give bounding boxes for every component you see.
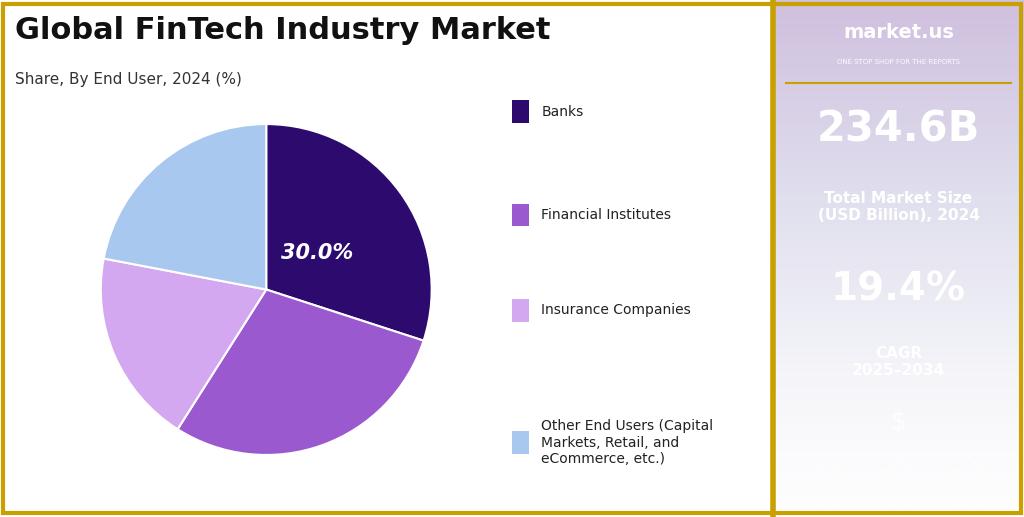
Text: Total Market Size
(USD Billion), 2024: Total Market Size (USD Billion), 2024 — [817, 191, 980, 223]
Text: ONE STOP SHOP FOR THE REPORTS: ONE STOP SHOP FOR THE REPORTS — [837, 59, 961, 66]
Wedge shape — [266, 124, 432, 341]
Text: $: $ — [891, 409, 906, 433]
Text: Other End Users (Capital
Markets, Retail, and
eCommerce, etc.): Other End Users (Capital Markets, Retail… — [542, 419, 714, 466]
Text: Banks: Banks — [542, 104, 584, 119]
Text: Insurance Companies: Insurance Companies — [542, 303, 691, 317]
Wedge shape — [100, 258, 266, 429]
Text: Global FinTech Industry Market: Global FinTech Industry Market — [15, 16, 551, 44]
Text: CAGR
2025–2034: CAGR 2025–2034 — [852, 346, 945, 378]
Text: 19.4%: 19.4% — [831, 270, 966, 309]
Bar — [512, 431, 529, 454]
Wedge shape — [103, 124, 266, 290]
Text: 30.0%: 30.0% — [281, 242, 353, 263]
Text: 234.6B: 234.6B — [817, 108, 980, 150]
Bar — [512, 299, 529, 322]
Text: Share, By End User, 2024 (%): Share, By End User, 2024 (%) — [15, 72, 243, 87]
Wedge shape — [177, 290, 424, 455]
Bar — [512, 204, 529, 226]
Text: Financial Institutes: Financial Institutes — [542, 208, 672, 222]
Bar — [512, 100, 529, 123]
Text: market.us: market.us — [843, 23, 954, 42]
